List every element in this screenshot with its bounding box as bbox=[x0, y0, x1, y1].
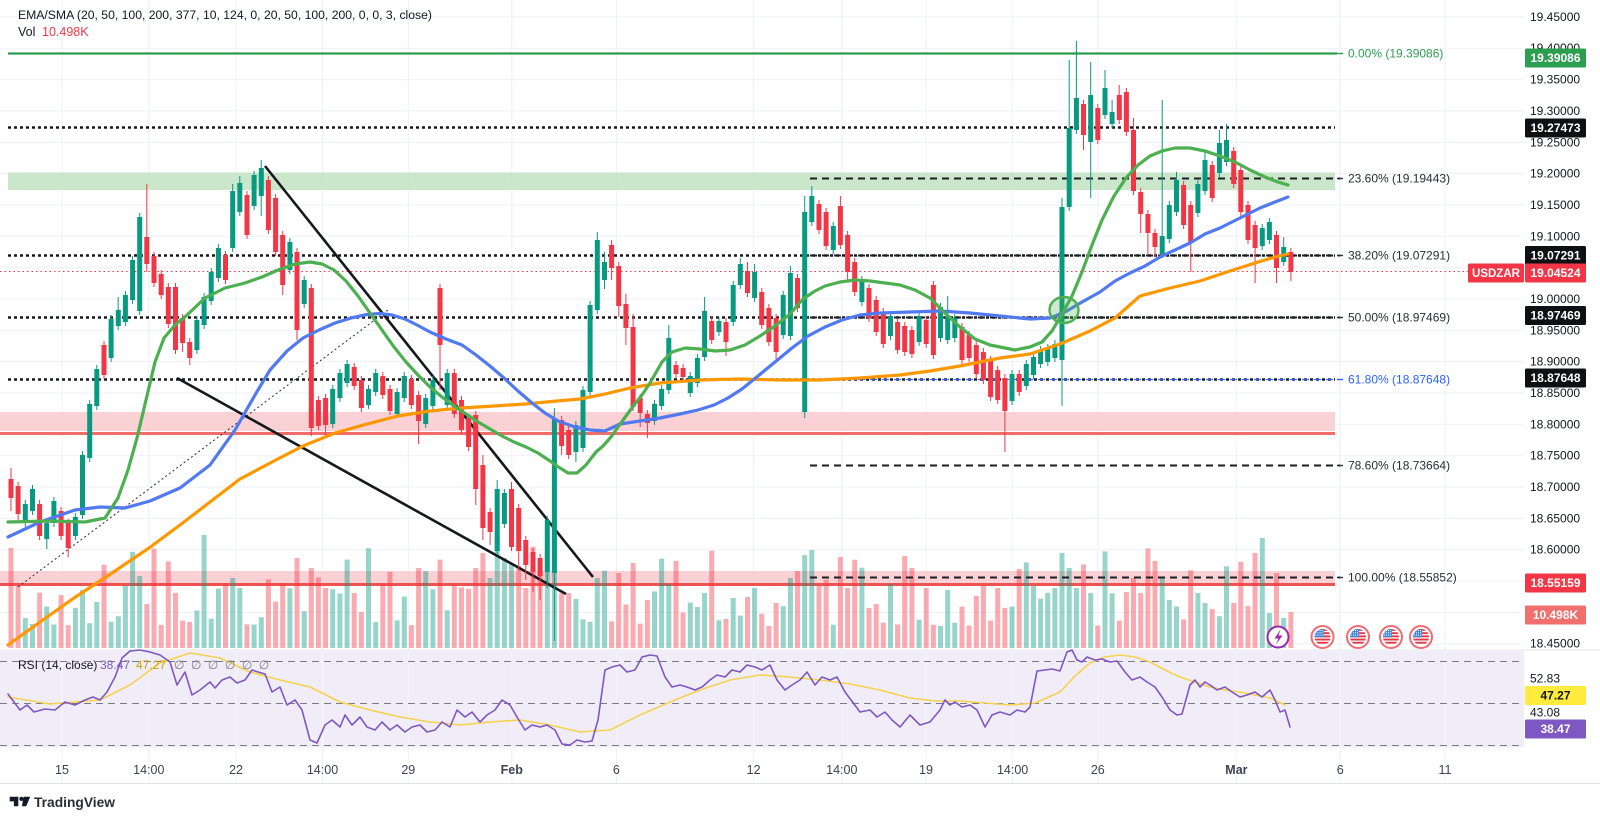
svg-text:19.15000: 19.15000 bbox=[1530, 198, 1580, 212]
svg-text:EMA/SMA (20, 50, 100, 200, 377: EMA/SMA (20, 50, 100, 200, 377, 10, 124,… bbox=[18, 8, 432, 22]
svg-text:12: 12 bbox=[747, 763, 761, 777]
svg-text:11: 11 bbox=[1439, 763, 1452, 777]
svg-text:18.70000: 18.70000 bbox=[1530, 480, 1580, 494]
svg-text:18.97469: 18.97469 bbox=[1530, 309, 1580, 323]
svg-text:6: 6 bbox=[1337, 763, 1344, 777]
svg-text:100.00% (18.55852): 100.00% (18.55852) bbox=[1348, 571, 1457, 585]
svg-text:19: 19 bbox=[919, 763, 933, 777]
svg-text:15: 15 bbox=[55, 763, 69, 777]
svg-text:18.55159: 18.55159 bbox=[1530, 576, 1580, 590]
svg-text:19.39086: 19.39086 bbox=[1530, 51, 1580, 65]
svg-text:18.45000: 18.45000 bbox=[1530, 637, 1580, 651]
svg-text:10.498K: 10.498K bbox=[1533, 608, 1579, 622]
svg-text:52.83: 52.83 bbox=[1530, 672, 1560, 686]
svg-text:14:00: 14:00 bbox=[997, 763, 1028, 777]
svg-text:78.60% (18.73664): 78.60% (18.73664) bbox=[1348, 459, 1450, 473]
svg-text:26: 26 bbox=[1091, 763, 1105, 777]
svg-text:10.498K: 10.498K bbox=[42, 25, 89, 39]
svg-text:50.00% (18.97469): 50.00% (18.97469) bbox=[1348, 311, 1450, 325]
svg-text:61.80% (18.87648): 61.80% (18.87648) bbox=[1348, 373, 1450, 387]
svg-text:19.04524: 19.04524 bbox=[1530, 266, 1580, 280]
svg-text:43.08: 43.08 bbox=[1530, 706, 1560, 720]
svg-text:18.65000: 18.65000 bbox=[1530, 511, 1580, 525]
svg-text:18.95000: 18.95000 bbox=[1530, 323, 1580, 337]
svg-text:22: 22 bbox=[229, 763, 243, 777]
svg-text:14:00: 14:00 bbox=[307, 763, 338, 777]
svg-text:TradingView: TradingView bbox=[34, 795, 115, 810]
svg-text:USDZAR: USDZAR bbox=[1472, 268, 1521, 280]
svg-text:19.10000: 19.10000 bbox=[1530, 229, 1580, 243]
svg-text:23.60% (19.19443): 23.60% (19.19443) bbox=[1348, 172, 1450, 186]
svg-text:∅∅∅∅∅∅: ∅∅∅∅∅∅ bbox=[174, 658, 276, 672]
svg-text:14:00: 14:00 bbox=[133, 763, 164, 777]
svg-text:RSI (14, close): RSI (14, close) bbox=[18, 658, 97, 672]
svg-text:18.60000: 18.60000 bbox=[1530, 543, 1580, 557]
svg-text:Vol: Vol bbox=[18, 25, 35, 39]
svg-text:29: 29 bbox=[401, 763, 415, 777]
svg-text:38.47: 38.47 bbox=[100, 658, 130, 672]
svg-text:18.80000: 18.80000 bbox=[1530, 417, 1580, 431]
svg-text:19.35000: 19.35000 bbox=[1530, 73, 1580, 87]
svg-text:38.20% (19.07291): 38.20% (19.07291) bbox=[1348, 249, 1450, 263]
svg-text:18.90000: 18.90000 bbox=[1530, 355, 1580, 369]
svg-text:38.47: 38.47 bbox=[1540, 722, 1570, 736]
svg-text:6: 6 bbox=[613, 763, 620, 777]
svg-text:19.20000: 19.20000 bbox=[1530, 167, 1580, 181]
svg-text:19.25000: 19.25000 bbox=[1530, 135, 1580, 149]
svg-text:47.27: 47.27 bbox=[1540, 689, 1570, 703]
svg-text:18.75000: 18.75000 bbox=[1530, 449, 1580, 463]
svg-text:47.27: 47.27 bbox=[136, 658, 166, 672]
svg-text:14:00: 14:00 bbox=[826, 763, 857, 777]
svg-text:18.85000: 18.85000 bbox=[1530, 386, 1580, 400]
svg-text:0.00% (19.39086): 0.00% (19.39086) bbox=[1348, 47, 1443, 61]
svg-text:Feb: Feb bbox=[501, 763, 524, 777]
svg-text:19.30000: 19.30000 bbox=[1530, 104, 1580, 118]
svg-text:19.45000: 19.45000 bbox=[1530, 10, 1580, 24]
svg-text:19.27473: 19.27473 bbox=[1530, 121, 1580, 135]
svg-text:19.00000: 19.00000 bbox=[1530, 292, 1580, 306]
svg-text:19.07291: 19.07291 bbox=[1530, 249, 1580, 263]
svg-text:Mar: Mar bbox=[1225, 763, 1247, 777]
svg-text:18.87648: 18.87648 bbox=[1530, 371, 1580, 385]
